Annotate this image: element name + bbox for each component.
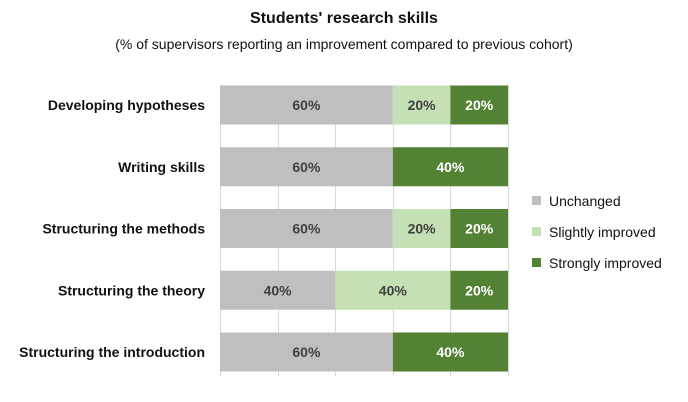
bar-unchanged-structuring-the-methods: [220, 209, 393, 248]
data-label-strongly-improved-structuring-the-introduction: 40%: [436, 344, 465, 360]
data-label-strongly-improved-developing-hypotheses: 20%: [465, 97, 494, 113]
data-label-unchanged-writing-skills: 60%: [292, 159, 321, 175]
data-label-slightly-improved-structuring-the-theory: 40%: [379, 282, 408, 298]
legend-item-unchanged: Unchanged: [532, 185, 662, 216]
data-label-slightly-improved-developing-hypotheses: 20%: [408, 97, 437, 113]
data-label-unchanged-structuring-the-theory: 40%: [264, 282, 293, 298]
legend-swatch-strongly-improved: [532, 258, 541, 267]
bar-strongly-improved-writing-skills: [392, 147, 508, 187]
category-label-developing-hypotheses: Developing hypotheses: [48, 97, 205, 113]
bar-unchanged-developing-hypotheses: [220, 85, 393, 125]
legend: Unchanged Slightly improved Strongly imp…: [532, 185, 662, 278]
data-label-strongly-improved-writing-skills: 40%: [436, 159, 465, 175]
legend-swatch-unchanged: [532, 196, 541, 205]
data-label-unchanged-structuring-the-methods: 60%: [292, 221, 321, 237]
legend-label-unchanged: Unchanged: [549, 192, 621, 209]
bar-strongly-improved-developing-hypotheses: [450, 85, 508, 125]
bar-slightly-improved-developing-hypotheses: [392, 85, 451, 125]
data-label-unchanged-developing-hypotheses: 60%: [292, 97, 321, 113]
data-label-strongly-improved-structuring-the-methods: 20%: [465, 221, 494, 237]
category-label-structuring-the-methods: Structuring the methods: [42, 221, 205, 237]
bar-unchanged-structuring-the-introduction: [220, 332, 393, 372]
data-label-slightly-improved-structuring-the-methods: 20%: [408, 221, 437, 237]
data-label-unchanged-structuring-the-introduction: 60%: [292, 344, 321, 360]
legend-item-strongly-improved: Strongly improved: [532, 247, 662, 278]
bar-slightly-improved-structuring-the-methods: [392, 209, 451, 248]
bar-strongly-improved-structuring-the-introduction: [392, 332, 508, 372]
category-label-structuring-the-introduction: Structuring the introduction: [19, 344, 205, 360]
chart-title: Students' research skills: [250, 10, 438, 27]
bar-slightly-improved-structuring-the-theory: [335, 270, 451, 310]
data-label-strongly-improved-structuring-the-theory: 20%: [465, 282, 494, 298]
category-label-writing-skills: Writing skills: [118, 159, 205, 175]
bar-unchanged-writing-skills: [220, 147, 393, 187]
chart-subtitle: (% of supervisors reporting an improveme…: [115, 36, 573, 52]
legend-swatch-slightly-improved: [532, 227, 541, 236]
legend-label-slightly-improved: Slightly improved: [549, 223, 656, 240]
category-label-structuring-the-theory: Structuring the theory: [58, 282, 205, 298]
legend-item-slightly-improved: Slightly improved: [532, 216, 662, 247]
bar-strongly-improved-structuring-the-methods: [450, 209, 508, 248]
bar-strongly-improved-structuring-the-theory: [450, 270, 508, 310]
bar-unchanged-structuring-the-theory: [220, 270, 336, 310]
legend-label-strongly-improved: Strongly improved: [549, 254, 662, 271]
